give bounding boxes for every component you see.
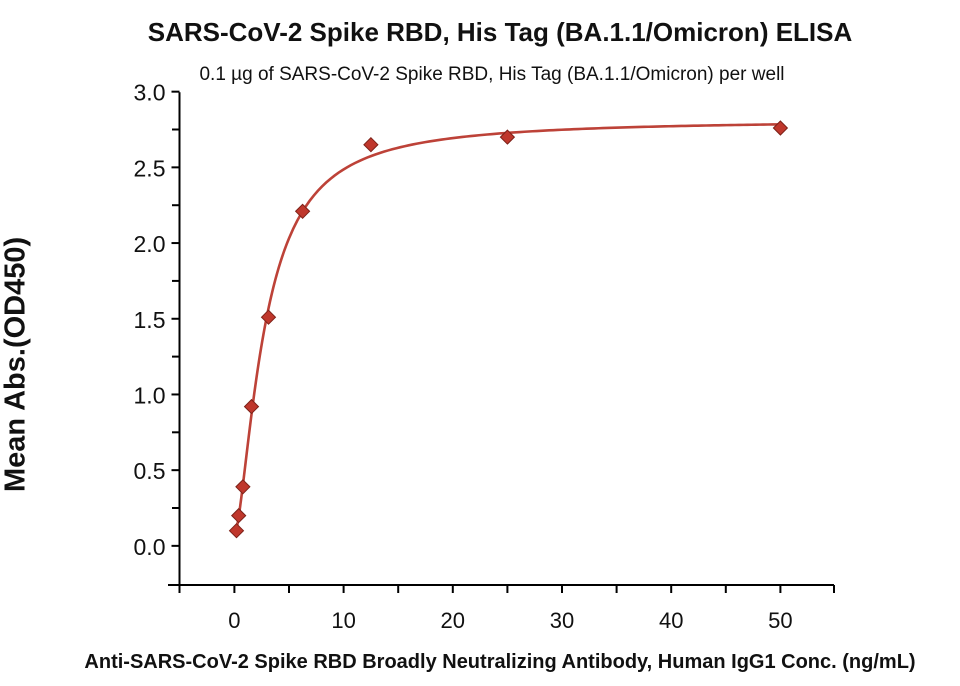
svg-text:1.0: 1.0 xyxy=(134,382,166,408)
svg-text:2.0: 2.0 xyxy=(134,231,166,257)
svg-text:0: 0 xyxy=(228,608,240,633)
svg-text:40: 40 xyxy=(659,608,683,633)
svg-text:30: 30 xyxy=(550,608,574,633)
svg-text:2.5: 2.5 xyxy=(134,155,166,181)
svg-text:20: 20 xyxy=(441,608,465,633)
svg-text:0.5: 0.5 xyxy=(134,458,166,484)
svg-text:3.0: 3.0 xyxy=(134,80,166,106)
svg-text:10: 10 xyxy=(331,608,355,633)
svg-text:1.5: 1.5 xyxy=(134,307,166,333)
svg-text:50: 50 xyxy=(768,608,792,633)
svg-text:0.0: 0.0 xyxy=(134,534,166,560)
